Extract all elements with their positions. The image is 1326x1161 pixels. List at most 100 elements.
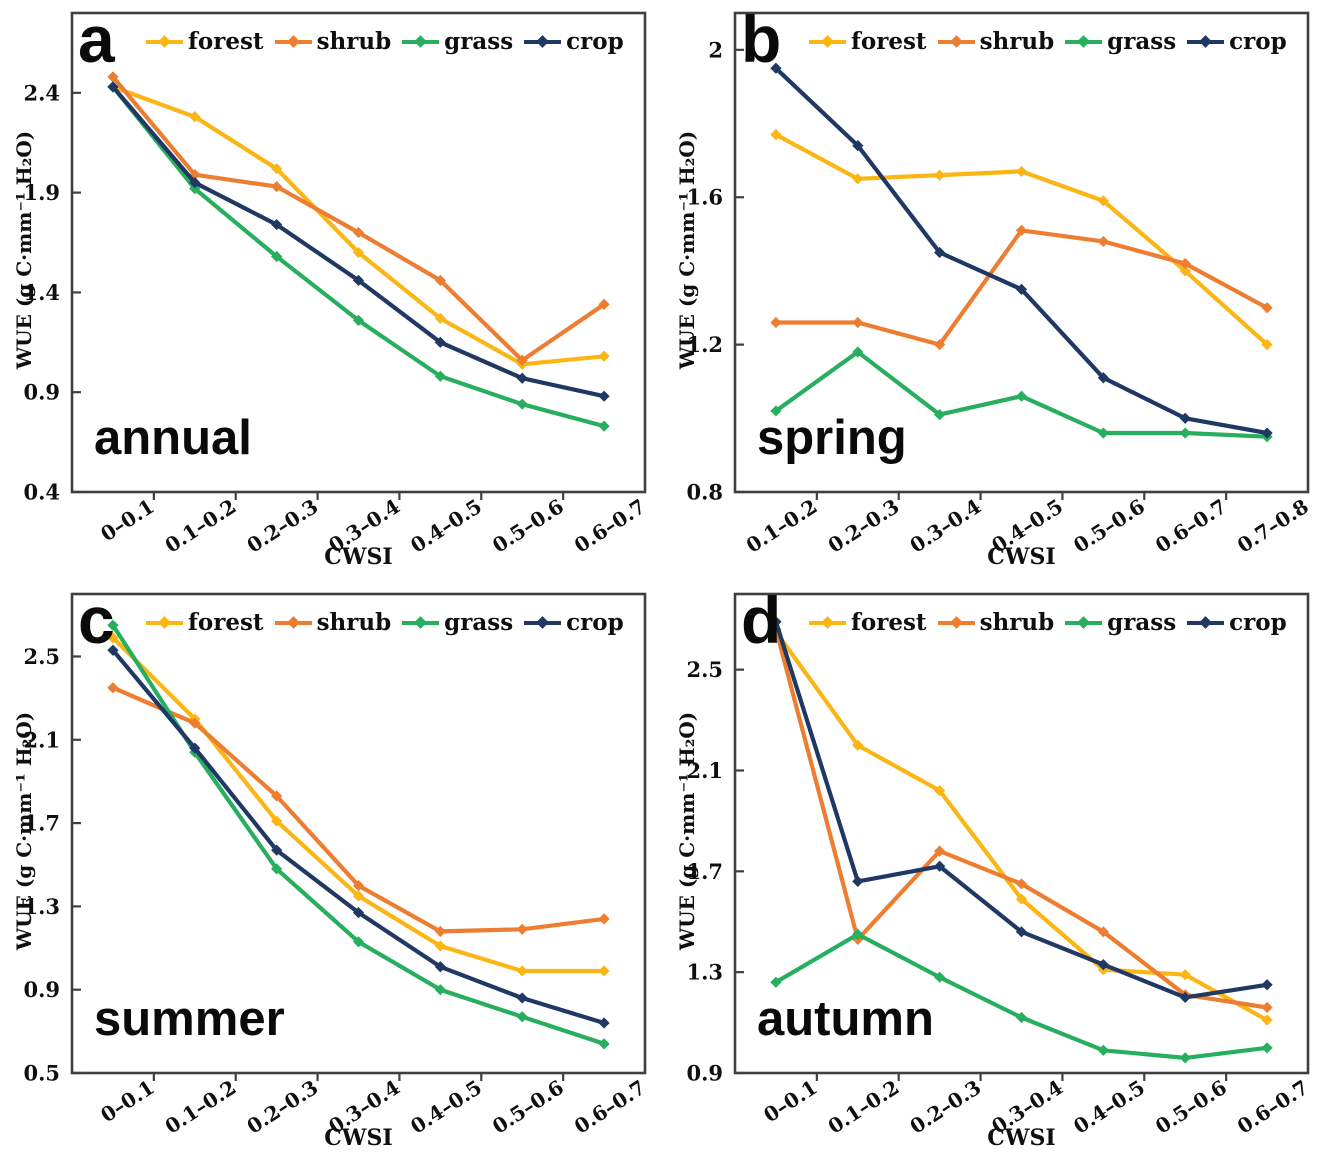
forest-line-marker-icon: [809, 34, 846, 48]
svg-text:0.8: 0.8: [686, 480, 723, 505]
chart-plot-autumn: 0.91.31.72.12.50–0.1 0.1–0.2 0.2–0.3 0.3–0.…: [686, 592, 1313, 1139]
shrub-line-marker-icon: [274, 615, 312, 629]
panel-letter: d: [741, 583, 781, 657]
legend-item-shrub: shrub: [274, 609, 392, 636]
svg-text:1.6: 1.6: [686, 185, 723, 210]
legend-label: forest: [188, 28, 264, 55]
shrub-line-marker-icon: [274, 34, 312, 48]
panel-annual: 0.4 0.9 1.4 1.9 2.4 0–0.1 0.1–0.2 0.2–0.3 0.3–0.…: [0, 0, 663, 580]
panel-letter: c: [78, 583, 115, 657]
legend-label: grass: [1107, 28, 1177, 55]
chart-plot-summer: 0.50.91.31.72.12.50–0.1 0.1–0.2 0.2–0.3 0.3…: [23, 592, 650, 1139]
grass-line-marker-icon: [1065, 615, 1103, 629]
legend-item-shrub: shrub: [937, 609, 1055, 636]
svg-text:0.4: 0.4: [23, 480, 60, 505]
svg-text:0.9: 0.9: [23, 977, 60, 1002]
legend-label: shrub: [316, 609, 392, 636]
svg-text:2: 2: [708, 37, 723, 62]
crop-line-marker-icon: [1187, 34, 1225, 48]
legend-label: grass: [1107, 609, 1177, 636]
legend-item-shrub: shrub: [274, 28, 392, 55]
legend-item-shrub: shrub: [937, 28, 1055, 55]
x-axis-label: CWSI: [987, 1125, 1056, 1151]
legend-item-grass: grass: [1065, 30, 1176, 53]
legend-item-grass: grass: [402, 611, 513, 634]
svg-text:2.5: 2.5: [23, 644, 60, 669]
panel-letter: a: [78, 2, 115, 76]
legend-item-forest: forest: [146, 611, 264, 634]
grass-line-marker-icon: [402, 34, 440, 48]
legend: forest shrub grass crop: [809, 611, 1287, 634]
grass-line-marker-icon: [402, 615, 440, 629]
svg-text:1.7: 1.7: [23, 811, 60, 836]
legend-label: shrub: [979, 28, 1055, 55]
legend-label: grass: [444, 28, 514, 55]
svg-text:1.4: 1.4: [23, 280, 60, 305]
crop-line-marker-icon: [1187, 615, 1225, 629]
svg-text:2.4: 2.4: [23, 80, 60, 105]
forest-line-marker-icon: [146, 615, 183, 629]
y-axis-label: WUE (g C·mm⁻¹ H₂O): [675, 711, 699, 951]
svg-text:0–0.1: 0–0.1: [96, 494, 158, 546]
legend-item-forest: forest: [146, 30, 264, 53]
legend-item-crop: crop: [524, 30, 624, 53]
season-label: annual: [94, 411, 252, 465]
legend-item-grass: grass: [402, 30, 513, 53]
legend-item-forest: forest: [809, 611, 927, 634]
chart-plot-spring: 0.81.21.620.1–0.2 0.2–0.3 0.3–0.4 0.4–0.5 0.…: [686, 11, 1313, 558]
panel-spring: 0.8 1.2 1.6 2 0.1–0.2 0.2–0.3 0.3–0.4 0.4–0.5 0.…: [663, 0, 1326, 580]
legend: forest shrub grass crop: [146, 30, 624, 53]
panel-letter: b: [741, 2, 781, 76]
legend-item-forest: forest: [809, 30, 927, 53]
legend-item-grass: grass: [1065, 611, 1176, 634]
legend-label: forest: [188, 609, 264, 636]
grass-line-marker-icon: [1065, 34, 1103, 48]
svg-text:0.5: 0.5: [23, 1061, 60, 1086]
y-axis-label: WUE (g C·mm⁻¹ H₂O): [675, 130, 699, 370]
legend-label: crop: [566, 609, 624, 636]
crop-line-marker-icon: [524, 34, 562, 48]
legend-label: shrub: [316, 28, 392, 55]
legend-item-crop: crop: [524, 611, 624, 634]
svg-text:0.9: 0.9: [23, 380, 60, 405]
season-label: autumn: [757, 992, 934, 1046]
legend-label: crop: [1229, 28, 1287, 55]
legend-item-crop: crop: [1187, 30, 1287, 53]
svg-text:1.2: 1.2: [686, 332, 723, 357]
y-axis-label: WUE (g C·mm⁻¹ H₂O): [12, 130, 36, 370]
forest-line-marker-icon: [809, 615, 846, 629]
season-label: summer: [94, 992, 285, 1046]
svg-text:2.5: 2.5: [686, 657, 723, 682]
x-axis-label: CWSI: [987, 544, 1056, 570]
legend-label: forest: [851, 609, 927, 636]
chart-plot-annual: 0.40.91.41.92.40–0.1 0.1–0.2 0.2–0.3 0.3–0.…: [23, 11, 650, 558]
legend-label: grass: [444, 609, 514, 636]
y-axis-label: WUE (g C·mm⁻¹ H₂O): [12, 711, 36, 951]
svg-text:1.3: 1.3: [686, 960, 723, 985]
legend-label: crop: [1229, 609, 1287, 636]
svg-text:2.1: 2.1: [686, 758, 723, 783]
x-axis-label: CWSI: [324, 544, 393, 570]
svg-text:2.1: 2.1: [23, 727, 60, 752]
svg-text:0–0.1: 0–0.1: [96, 1075, 158, 1127]
forest-line-marker-icon: [146, 34, 183, 48]
legend-label: crop: [566, 28, 624, 55]
crop-line-marker-icon: [524, 615, 562, 629]
panel-autumn: 0.9 1.3 1.7 2.1 2.5 0–0.1 0.1–0.2 0.2–0.3 0.3–0.…: [663, 581, 1326, 1161]
legend-label: forest: [851, 28, 927, 55]
legend: forest shrub grass crop: [809, 30, 1287, 53]
panel-summer: 0.5 0.9 1.3 1.7 2.1 2.5 0–0.1 0.1–0.2 0.2–0.3 0.3…: [0, 581, 663, 1161]
legend: forest shrub grass crop: [146, 611, 624, 634]
x-axis-label: CWSI: [324, 1125, 393, 1151]
svg-text:0.9: 0.9: [686, 1061, 723, 1086]
svg-text:1.3: 1.3: [23, 894, 60, 919]
legend-item-crop: crop: [1187, 611, 1287, 634]
shrub-line-marker-icon: [937, 34, 975, 48]
svg-text:0–0.1: 0–0.1: [759, 1075, 821, 1127]
season-label: spring: [757, 411, 907, 465]
legend-label: shrub: [979, 609, 1055, 636]
svg-text:1.9: 1.9: [23, 180, 60, 205]
svg-text:1.7: 1.7: [686, 859, 723, 884]
shrub-line-marker-icon: [937, 615, 975, 629]
